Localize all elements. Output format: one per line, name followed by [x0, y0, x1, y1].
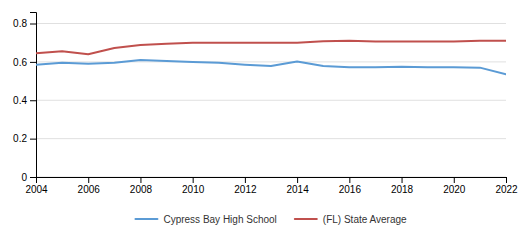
x-tick: 2018: [391, 177, 414, 195]
grid-line: [36, 100, 506, 101]
y-tick: 0: [21, 172, 36, 183]
x-tick-mark: [349, 177, 350, 183]
y-tick: 0.6: [13, 57, 36, 68]
y-tick-mark: [30, 139, 36, 140]
legend-item: (FL) State Average: [295, 214, 407, 225]
x-tick: 2010: [182, 177, 205, 195]
x-tick-label: 2006: [78, 184, 101, 195]
y-axis-line: [30, 13, 37, 178]
grid-line: [36, 138, 506, 139]
y-tick-mark: [30, 62, 36, 63]
grid: [36, 24, 506, 177]
x-tick-label: 2018: [391, 184, 414, 195]
x-tick: 2008: [130, 177, 153, 195]
x-tick-mark: [245, 177, 246, 183]
x-tick-label: 2010: [182, 184, 205, 195]
legend-swatch: [295, 218, 317, 220]
x-tick: 2020: [443, 177, 466, 195]
legend-label: (FL) State Average: [323, 214, 407, 225]
y-tick-mark: [30, 24, 36, 25]
x-tick-label: 2012: [234, 184, 257, 195]
grid-line: [36, 23, 506, 24]
x-tick-mark: [297, 177, 298, 183]
x-tick-label: 2014: [286, 184, 309, 195]
x-axis: 2004 2006 2008 2010 2012 2014 2016 2018 2020 2022: [25, 177, 518, 195]
x-tick-label: 2022: [495, 184, 518, 195]
x-tick-mark: [88, 177, 89, 183]
y-tick-mark: [30, 100, 36, 101]
x-tick-label: 2008: [130, 184, 153, 195]
legend-swatch: [135, 218, 157, 220]
y-tick-label: 0.4: [13, 95, 27, 106]
y-axis: 0 0.2 0.4 0.6 0.8: [13, 13, 36, 183]
x-tick-mark: [140, 177, 141, 183]
y-tick-label: 0.8: [13, 18, 27, 29]
x-tick-label: 2016: [339, 184, 362, 195]
x-tick: 2022: [495, 177, 518, 195]
y-tick: 0.2: [13, 133, 36, 144]
series-line: [36, 60, 506, 74]
legend-label: Cypress Bay High School: [163, 214, 276, 225]
legend: Cypress Bay High School (FL) State Averag…: [135, 214, 407, 225]
lines: [36, 41, 506, 75]
y-tick-label: 0: [21, 172, 27, 183]
chart: 2004 2006 2008 2010 2012 2014 2016 2018 2020 2022…: [0, 0, 524, 229]
x-tick: 2004: [25, 177, 48, 195]
y-tick-label: 0.6: [13, 57, 27, 68]
x-tick: 2016: [339, 177, 362, 195]
x-tick: 2014: [286, 177, 309, 195]
x-tick-mark: [454, 177, 455, 183]
x-axis-line: [37, 178, 507, 184]
y-tick-label: 0.2: [13, 133, 27, 144]
x-tick-mark: [193, 177, 194, 183]
legend-item: Cypress Bay High School: [135, 214, 276, 225]
x-tick-label: 2020: [443, 184, 466, 195]
y-tick-mark: [30, 177, 36, 178]
y-tick: 0.8: [13, 18, 36, 29]
x-tick: 2012: [234, 177, 257, 195]
x-tick-mark: [506, 177, 507, 183]
series-line: [36, 41, 506, 54]
y-tick: 0.4: [13, 95, 36, 106]
x-tick: 2006: [78, 177, 101, 195]
plot-area: 2004 2006 2008 2010 2012 2014 2016 2018 2020 2022…: [13, 13, 518, 196]
x-tick-label: 2004: [25, 184, 48, 195]
x-tick-mark: [402, 177, 403, 183]
